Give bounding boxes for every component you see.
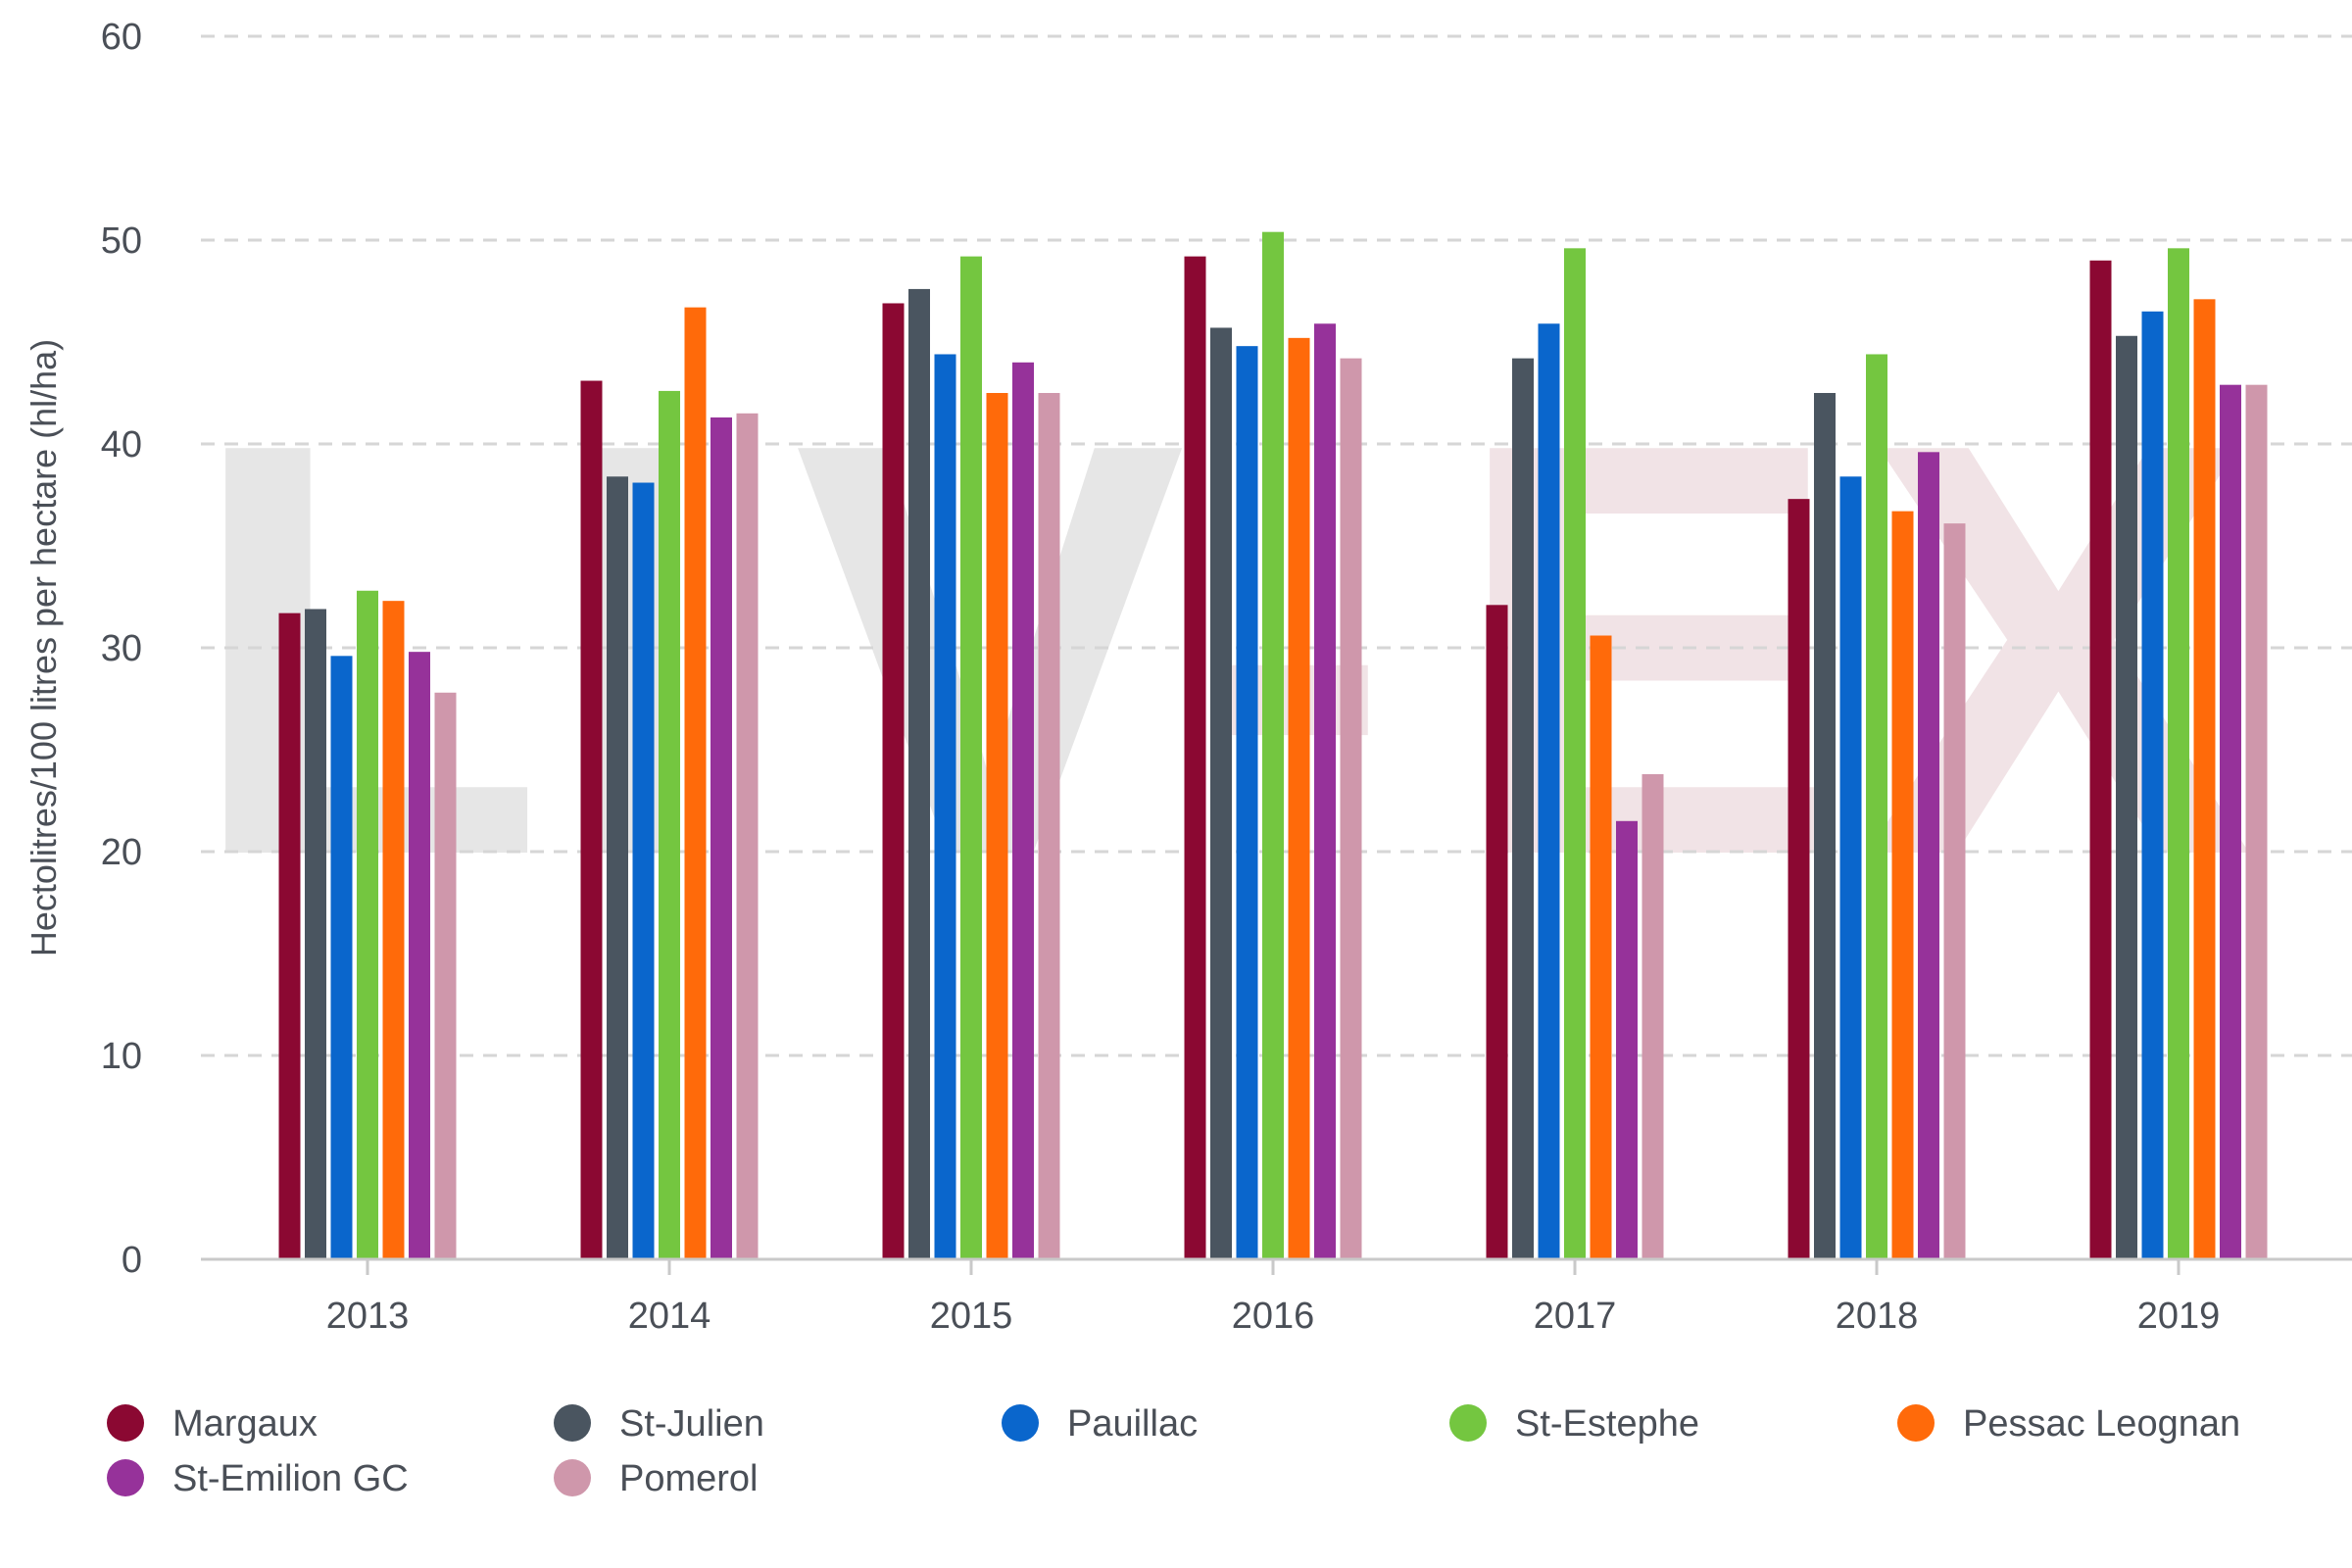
bar-pomerol-2015[interactable]	[1038, 393, 1060, 1259]
bar-st-emilion-gc-2013[interactable]	[409, 652, 430, 1259]
bar-st-julien-2014[interactable]	[607, 476, 628, 1259]
bar-pessac-leognan-2018[interactable]	[1891, 511, 1914, 1259]
legend-marker	[1897, 1404, 1935, 1442]
bar-pomerol-2014[interactable]	[736, 413, 759, 1259]
legend-label: St-Estephe	[1515, 1403, 1699, 1445]
bar-pessac-leognan-2014[interactable]	[684, 307, 707, 1259]
bar-st-emilion-gc-2016[interactable]	[1314, 323, 1336, 1259]
legend-item-pomerol[interactable]: Pomerol	[554, 1458, 759, 1499]
y-axis-title: Hectolitres/100 litres per hectare (hl/h…	[24, 339, 64, 956]
legend-marker	[107, 1459, 144, 1496]
bar-st-emilion-gc-2019[interactable]	[2220, 384, 2241, 1259]
bar-pomerol-2013[interactable]	[434, 692, 457, 1259]
bar-st-estephe-2018[interactable]	[1866, 354, 1887, 1260]
bar-margaux-2018[interactable]	[1788, 499, 1810, 1259]
y-tick-label: 60	[101, 17, 142, 58]
bar-group-2014	[580, 307, 759, 1260]
bar-st-julien-2019[interactable]	[2116, 335, 2137, 1259]
bar-group-2015	[882, 256, 1060, 1260]
legend-marker	[1002, 1404, 1039, 1442]
bar-st-estephe-2015[interactable]	[960, 256, 982, 1259]
bar-pauillac-2017[interactable]	[1538, 323, 1560, 1259]
bar-st-emilion-gc-2017[interactable]	[1616, 820, 1638, 1259]
bar-st-julien-2018[interactable]	[1814, 393, 1836, 1259]
bar-margaux-2013[interactable]	[278, 612, 301, 1259]
legend-marker	[1449, 1404, 1487, 1442]
bar-group-2019	[2089, 248, 2268, 1259]
y-tick-label: 0	[122, 1240, 142, 1281]
legend-item-margaux[interactable]: Margaux	[107, 1403, 318, 1445]
bar-st-emilion-gc-2014[interactable]	[710, 416, 732, 1260]
bar-pauillac-2013[interactable]	[330, 656, 353, 1259]
bar-pessac-leognan-2013[interactable]	[382, 601, 405, 1259]
legend-item-pessac-leognan[interactable]: Pessac Leognan	[1897, 1403, 2240, 1445]
bar-pomerol-2017[interactable]	[1642, 773, 1664, 1259]
y-tick-label: 20	[101, 832, 142, 873]
bar-group-2018	[1788, 354, 1966, 1260]
bar-pessac-leognan-2015[interactable]	[986, 393, 1008, 1259]
legend: Margaux St-Julien Pauillac St-Estephe Pessac…	[107, 1403, 2240, 1499]
bar-st-julien-2016[interactable]	[1210, 327, 1232, 1259]
bar-pauillac-2014[interactable]	[632, 482, 655, 1259]
legend-marker	[107, 1404, 144, 1442]
legend-label: Pessac Leognan	[1963, 1403, 2240, 1445]
bar-pessac-leognan-2016[interactable]	[1288, 337, 1310, 1260]
bar-pomerol-2019[interactable]	[2245, 384, 2268, 1259]
x-tick-label: 2015	[930, 1296, 1013, 1337]
legend-marker	[554, 1459, 591, 1496]
bar-margaux-2017[interactable]	[1486, 605, 1508, 1259]
bar-group-2013	[278, 590, 457, 1259]
bar-pauillac-2016[interactable]	[1236, 346, 1258, 1259]
x-tick-label: 2016	[1232, 1296, 1315, 1337]
bar-st-estephe-2016[interactable]	[1262, 231, 1284, 1260]
x-tick-label: 2013	[326, 1296, 410, 1337]
bar-group-2016	[1184, 231, 1362, 1260]
bar-st-julien-2015[interactable]	[908, 288, 930, 1259]
legend-label: St-Emilion GC	[172, 1458, 409, 1499]
bar-pomerol-2016[interactable]	[1340, 358, 1362, 1259]
y-tick-label: 40	[101, 424, 142, 466]
bar-margaux-2016[interactable]	[1184, 256, 1206, 1259]
y-tick-label: 30	[101, 628, 142, 669]
x-tick-label: 2019	[2137, 1296, 2221, 1337]
legend-item-st-estephe[interactable]: St-Estephe	[1449, 1403, 1699, 1445]
bar-st-estephe-2017[interactable]	[1564, 248, 1586, 1259]
bar-st-estephe-2013[interactable]	[357, 590, 378, 1259]
bar-pauillac-2015[interactable]	[934, 354, 956, 1260]
bar-st-estephe-2014[interactable]	[659, 390, 680, 1259]
bar-group-2017	[1486, 248, 1664, 1259]
y-tick-label: 50	[101, 220, 142, 262]
x-tick-label: 2014	[628, 1296, 711, 1337]
bar-pomerol-2018[interactable]	[1943, 523, 1966, 1259]
bar-st-julien-2013[interactable]	[305, 609, 326, 1259]
y-tick-label: 10	[101, 1036, 142, 1077]
bar-pauillac-2019[interactable]	[2141, 311, 2164, 1259]
bar-st-estephe-2019[interactable]	[2168, 248, 2189, 1259]
bar-pessac-leognan-2019[interactable]	[2193, 299, 2216, 1259]
legend-item-pauillac[interactable]: Pauillac	[1002, 1403, 1198, 1445]
x-tick-label: 2018	[1836, 1296, 1919, 1337]
legend-item-st-julien[interactable]: St-Julien	[554, 1403, 764, 1445]
bar-pessac-leognan-2017[interactable]	[1590, 635, 1612, 1259]
bar-st-emilion-gc-2018[interactable]	[1918, 452, 1939, 1259]
bar-margaux-2015[interactable]	[882, 303, 905, 1260]
bar-pauillac-2018[interactable]	[1839, 476, 1862, 1259]
x-tick-label: 2017	[1534, 1296, 1617, 1337]
bar-margaux-2019[interactable]	[2089, 260, 2112, 1259]
bar-st-julien-2017[interactable]	[1512, 358, 1534, 1259]
legend-marker	[554, 1404, 591, 1442]
bar-margaux-2014[interactable]	[580, 380, 603, 1259]
legend-label: Pomerol	[619, 1458, 759, 1499]
legend-label: Margaux	[172, 1403, 318, 1445]
bar-st-emilion-gc-2015[interactable]	[1012, 362, 1034, 1259]
legend-label: Pauillac	[1067, 1403, 1198, 1445]
legend-item-st-emilion-gc[interactable]: St-Emilion GC	[107, 1458, 409, 1499]
legend-label: St-Julien	[619, 1403, 764, 1445]
